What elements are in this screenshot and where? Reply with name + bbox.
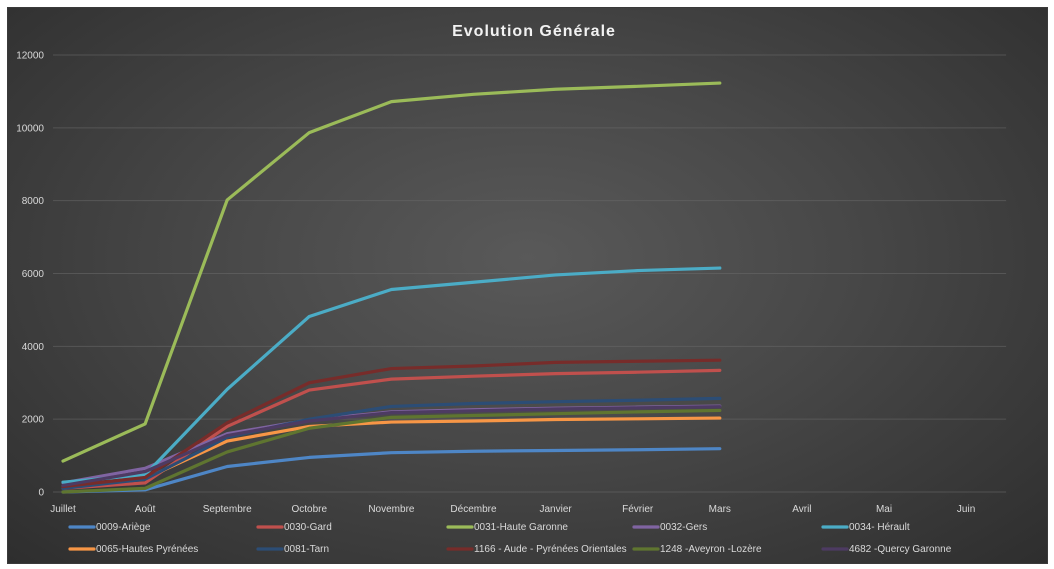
chart-frame: Evolution Générale 0 2000 4000 6000 8000 1000… [7, 7, 1048, 564]
y-tick-label: 0 [38, 488, 44, 499]
legend-label: 0034- Hérault [849, 522, 910, 533]
y-tick-label: 2000 [22, 415, 45, 426]
legend-label: 0065-Hautes Pyrénées [96, 544, 198, 555]
x-tick-label: Mars [709, 504, 731, 515]
x-tick-label: Décembre [450, 504, 497, 515]
series-line [61, 266, 722, 484]
series-line [61, 447, 722, 494]
x-tick-label: Avril [792, 504, 811, 515]
y-tick-label: 4000 [22, 342, 45, 353]
x-tick-label: Mai [876, 504, 892, 515]
legend-label: 0081-Tarn [284, 544, 329, 555]
x-tick-label: Juillet [50, 504, 76, 515]
axis-layer: 0 2000 4000 6000 8000 10000 12000 Juillet Août Se… [16, 51, 975, 516]
y-tick-label: 8000 [22, 196, 45, 207]
x-tick-label: Septembre [203, 504, 252, 515]
series-line [61, 81, 722, 463]
legend-label: 0031-Haute Garonne [474, 522, 568, 533]
x-tick-label: Février [622, 504, 654, 515]
x-tick-label: Janvier [539, 504, 572, 515]
grid-layer [53, 54, 1007, 493]
x-tick-label: Août [135, 504, 156, 515]
x-tick-label: Octobre [292, 504, 328, 515]
legend-label: 4682 -Quercy Garonne [849, 544, 952, 555]
legend-label: 0032-Gers [660, 522, 707, 533]
chart-title: Evolution Générale [452, 23, 616, 40]
legend-label: 1166 - Aude - Pyrénées Orientales [474, 544, 627, 555]
y-tick-label: 10000 [16, 123, 44, 134]
legend: 0009-Ariège 0030-Gard 0031-Haute Garonne 00… [68, 522, 952, 555]
x-tick-label: Juin [957, 504, 975, 515]
legend-label: 0030-Gard [284, 522, 332, 533]
series-line [61, 408, 722, 494]
legend-label: 0009-Ariège [96, 522, 151, 533]
y-tick-label: 6000 [22, 269, 45, 280]
legend-label: 1248 -Aveyron -Lozère [660, 544, 762, 555]
line-chart: Evolution Générale 0 2000 4000 6000 8000 1000… [16, 23, 1007, 555]
y-tick-label: 12000 [16, 51, 44, 62]
x-tick-label: Novembre [368, 504, 415, 515]
series-layer [61, 81, 722, 494]
series-line [61, 396, 722, 490]
series-line [61, 405, 722, 488]
